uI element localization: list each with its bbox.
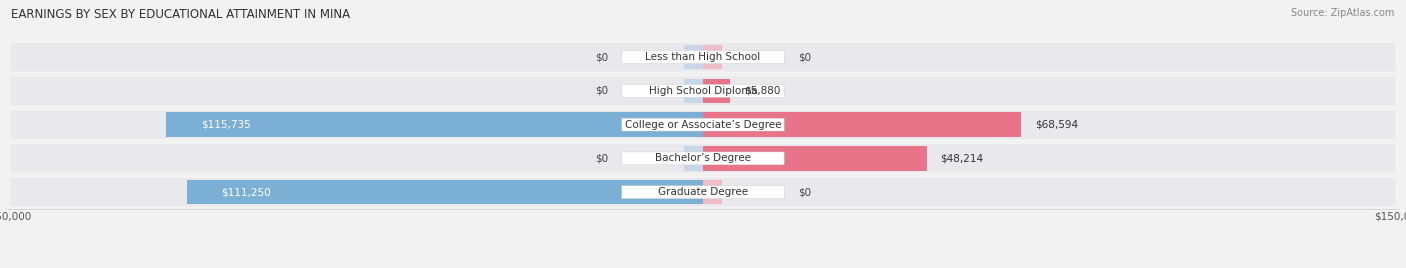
FancyBboxPatch shape — [10, 110, 1396, 139]
Text: $0: $0 — [799, 187, 811, 197]
Text: $0: $0 — [595, 86, 607, 96]
Text: Bachelor’s Degree: Bachelor’s Degree — [655, 153, 751, 163]
Text: $0: $0 — [595, 52, 607, 62]
Text: $0: $0 — [799, 52, 811, 62]
FancyBboxPatch shape — [621, 51, 785, 64]
FancyBboxPatch shape — [10, 144, 1396, 173]
FancyBboxPatch shape — [10, 77, 1396, 105]
Text: Source: ZipAtlas.com: Source: ZipAtlas.com — [1291, 8, 1395, 18]
Bar — [166, 113, 703, 137]
Text: Graduate Degree: Graduate Degree — [658, 187, 748, 197]
Text: High School Diploma: High School Diploma — [648, 86, 758, 96]
Bar — [187, 180, 703, 204]
Text: EARNINGS BY SEX BY EDUCATIONAL ATTAINMENT IN MINA: EARNINGS BY SEX BY EDUCATIONAL ATTAINMEN… — [11, 8, 350, 21]
Text: $115,735: $115,735 — [201, 120, 250, 130]
FancyBboxPatch shape — [621, 84, 785, 97]
Text: $0: $0 — [595, 153, 607, 163]
FancyBboxPatch shape — [621, 152, 785, 165]
Bar — [703, 113, 1021, 137]
Text: $5,880: $5,880 — [744, 86, 780, 96]
Bar — [685, 146, 703, 170]
Text: College or Associate’s Degree: College or Associate’s Degree — [624, 120, 782, 130]
FancyBboxPatch shape — [621, 186, 785, 199]
Text: $68,594: $68,594 — [1035, 120, 1078, 130]
Bar — [703, 79, 730, 103]
FancyBboxPatch shape — [621, 118, 785, 131]
Bar — [703, 45, 721, 69]
Bar — [685, 79, 703, 103]
Text: $48,214: $48,214 — [941, 153, 984, 163]
Text: Less than High School: Less than High School — [645, 52, 761, 62]
FancyBboxPatch shape — [10, 43, 1396, 71]
Bar — [703, 180, 721, 204]
FancyBboxPatch shape — [10, 178, 1396, 206]
Bar — [685, 45, 703, 69]
Bar — [703, 146, 927, 170]
Text: $111,250: $111,250 — [222, 187, 271, 197]
